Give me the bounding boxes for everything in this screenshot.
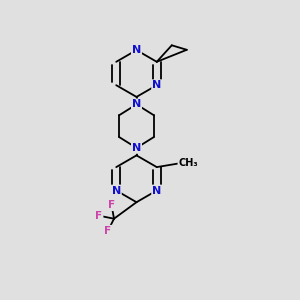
- Text: F: F: [95, 211, 103, 221]
- Text: N: N: [132, 99, 141, 110]
- Text: N: N: [112, 185, 121, 196]
- Text: F: F: [104, 226, 112, 236]
- Text: N: N: [132, 45, 141, 55]
- Text: N: N: [152, 80, 161, 90]
- Text: F: F: [108, 200, 115, 210]
- Text: CH₃: CH₃: [178, 158, 198, 169]
- Text: N: N: [152, 185, 161, 196]
- Text: N: N: [132, 143, 141, 153]
